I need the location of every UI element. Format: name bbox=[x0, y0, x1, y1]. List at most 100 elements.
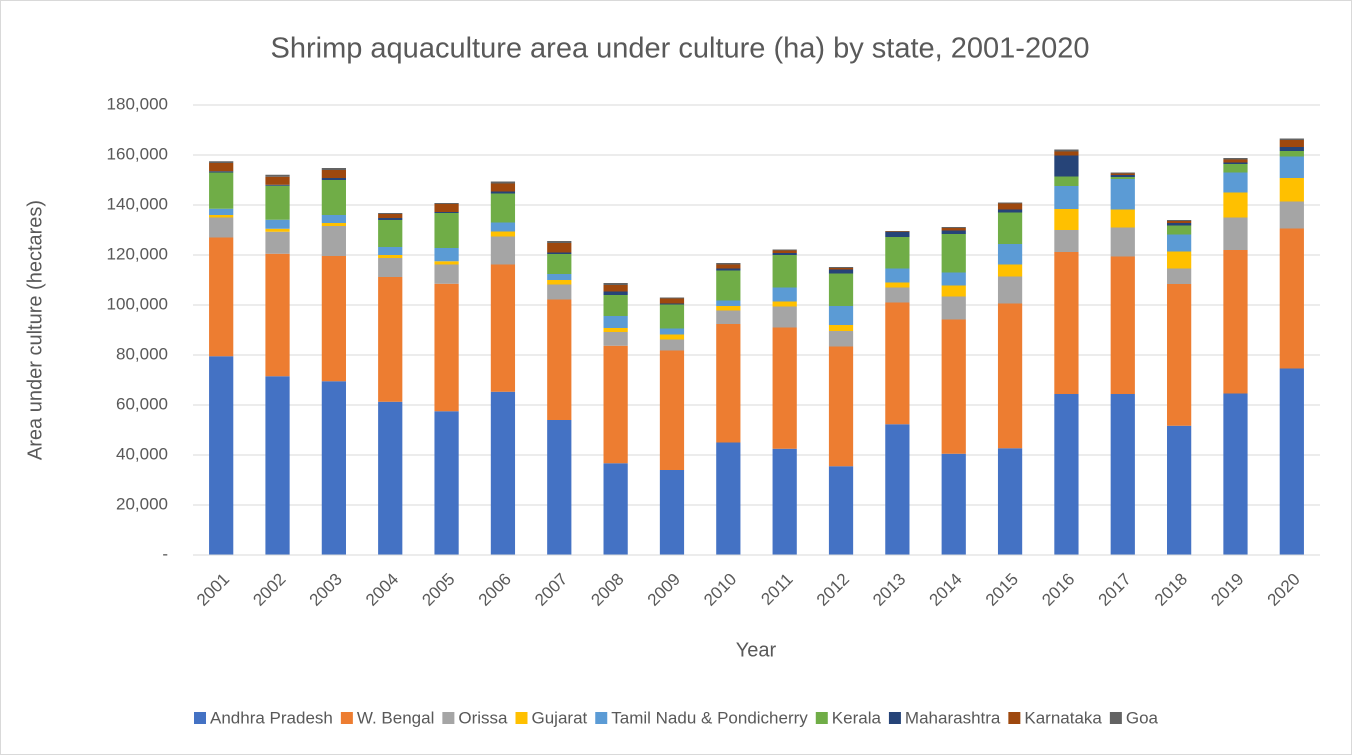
bar-segment bbox=[659, 350, 685, 470]
bar-segment bbox=[490, 236, 516, 265]
legend-label: Orissa bbox=[458, 708, 508, 727]
bar-segment bbox=[603, 285, 628, 292]
bar-segment bbox=[885, 237, 910, 269]
y-tick-label: 20,000 bbox=[116, 494, 168, 513]
bar-segment bbox=[547, 241, 572, 243]
bar-segment bbox=[997, 203, 1023, 210]
legend-swatch bbox=[442, 712, 455, 724]
bar-segment bbox=[434, 283, 459, 412]
y-tick-label: 140,000 bbox=[107, 194, 168, 213]
y-tick-label: 60,000 bbox=[116, 394, 168, 413]
bar-segment bbox=[1054, 176, 1079, 186]
legend-label: Goa bbox=[1126, 708, 1159, 727]
bar-segment bbox=[434, 411, 459, 555]
bar-segment bbox=[1054, 394, 1079, 555]
bar-segment bbox=[378, 401, 403, 555]
bar-segment bbox=[1110, 179, 1135, 210]
bar-segment bbox=[1167, 220, 1192, 221]
bar-segment bbox=[716, 270, 741, 301]
bar-segment bbox=[941, 319, 966, 454]
bar-segment bbox=[659, 304, 685, 329]
bar-segment bbox=[378, 218, 403, 220]
bar-segment bbox=[1223, 172, 1248, 193]
bar-segment bbox=[547, 420, 572, 555]
y-tick-label: 120,000 bbox=[107, 244, 168, 263]
bar-segment bbox=[885, 282, 910, 288]
bar-segment bbox=[1110, 209, 1135, 228]
bar-segment bbox=[772, 253, 797, 255]
bar-segment bbox=[1110, 173, 1135, 175]
bar-segment bbox=[885, 231, 910, 232]
bar-segment bbox=[772, 249, 797, 251]
bar-segment bbox=[828, 346, 854, 467]
bar-segment bbox=[772, 448, 797, 555]
bar-segment bbox=[603, 295, 628, 316]
bar-segment bbox=[772, 327, 797, 449]
bar-segment bbox=[209, 215, 234, 218]
bar-segment bbox=[378, 247, 403, 255]
bar-segment bbox=[321, 381, 346, 555]
bar-segment bbox=[209, 161, 234, 163]
bar-segment bbox=[885, 287, 910, 303]
bar-segment bbox=[828, 269, 854, 274]
bar-segment bbox=[772, 250, 797, 253]
bar-segment bbox=[265, 253, 290, 377]
y-tick-label: 160,000 bbox=[107, 144, 168, 163]
bar-segment bbox=[209, 237, 234, 357]
bar-segment bbox=[1167, 225, 1192, 235]
bar-segment bbox=[547, 243, 572, 253]
bar-segment bbox=[1054, 186, 1079, 209]
bar-segment bbox=[1223, 192, 1248, 218]
bar-segment bbox=[490, 193, 516, 223]
bar-segment bbox=[321, 223, 346, 226]
legend-swatch bbox=[1008, 712, 1021, 724]
legend-label: Maharashtra bbox=[905, 708, 1001, 727]
bar-segment bbox=[772, 301, 797, 307]
bar-segment bbox=[1279, 368, 1304, 555]
bar-segment bbox=[265, 174, 290, 177]
bar-segment bbox=[716, 442, 741, 555]
bar-segment bbox=[1279, 156, 1304, 178]
bar-segment bbox=[434, 213, 459, 248]
bar-segment bbox=[547, 299, 572, 420]
bar-segment bbox=[265, 219, 290, 229]
bar-segment bbox=[321, 226, 346, 256]
bar-segment bbox=[997, 202, 1023, 204]
bar-segment bbox=[265, 231, 290, 254]
legend-label: Tamil Nadu & Pondicherry bbox=[611, 708, 808, 727]
legend-swatch bbox=[340, 712, 353, 724]
bar-segment bbox=[716, 264, 741, 269]
bar-segment bbox=[209, 208, 234, 215]
bar-segment bbox=[490, 231, 516, 237]
bar-segment bbox=[547, 280, 572, 285]
bar-segment bbox=[603, 332, 628, 346]
bar-segment bbox=[378, 214, 403, 218]
bar-segment bbox=[659, 339, 685, 351]
y-tick-label: - bbox=[162, 544, 168, 563]
bar-segment bbox=[1279, 140, 1304, 147]
bar-segment bbox=[434, 204, 459, 212]
bar-segment bbox=[828, 325, 854, 331]
bar-segment bbox=[997, 244, 1023, 265]
bar-segment bbox=[434, 248, 459, 262]
bar-segment bbox=[716, 306, 741, 311]
bar-segment bbox=[1054, 155, 1079, 177]
legend-swatch bbox=[888, 712, 901, 724]
bar-segment bbox=[828, 466, 854, 555]
bar-segment bbox=[828, 268, 854, 270]
bar-segment bbox=[885, 424, 910, 555]
bar-segment bbox=[997, 448, 1023, 555]
bar-segment bbox=[321, 178, 346, 180]
legend-swatch bbox=[595, 712, 608, 724]
legend-label: Kerala bbox=[832, 708, 882, 727]
bar-segment bbox=[603, 316, 628, 328]
bar-segment bbox=[603, 345, 628, 464]
bar-segment bbox=[265, 176, 290, 185]
bar-segment bbox=[997, 303, 1023, 449]
bar-segment bbox=[434, 261, 459, 265]
bar-segment bbox=[1054, 230, 1079, 252]
bar-segment bbox=[1054, 151, 1079, 156]
bar-segment bbox=[941, 453, 966, 555]
bar-segment bbox=[941, 228, 966, 231]
